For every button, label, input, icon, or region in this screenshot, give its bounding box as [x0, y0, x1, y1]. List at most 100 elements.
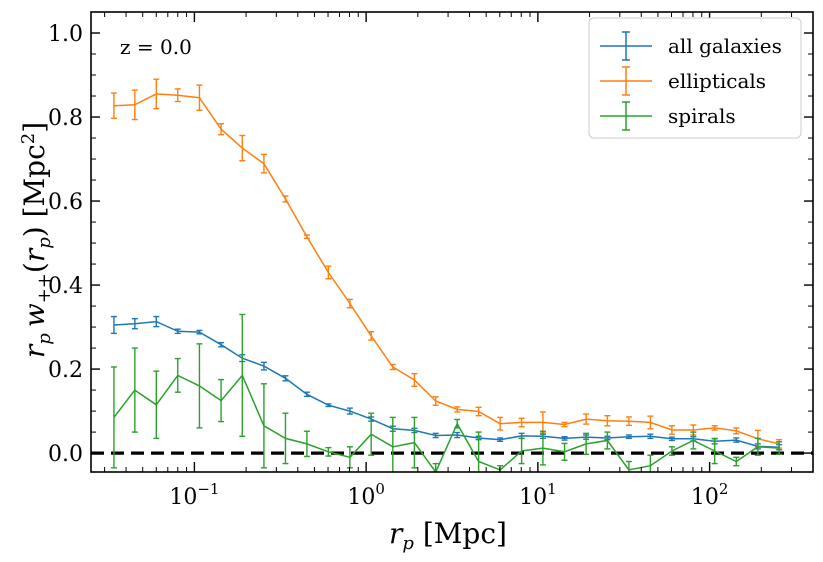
error-bar-all-galaxies — [196, 329, 203, 335]
y-tick-label: 0.0 — [48, 442, 83, 467]
error-bar-spirals — [303, 430, 310, 458]
error-bar-spirals — [131, 347, 138, 433]
error-bar-ellipticals — [625, 416, 632, 427]
error-bar-spirals — [218, 378, 225, 423]
legend-label-all-galaxies: all galaxies — [668, 34, 782, 58]
error-bar-spirals — [174, 357, 181, 393]
error-bar-spirals — [432, 462, 439, 472]
error-bar-spirals — [754, 437, 761, 456]
error-bar-ellipticals — [711, 425, 718, 431]
error-bar-spirals — [518, 437, 525, 465]
error-bar-all-galaxies — [346, 407, 353, 415]
x-tick-label: 10−1 — [169, 480, 219, 510]
y-tick-label: 1.0 — [48, 22, 83, 47]
error-bar-spirals — [539, 430, 546, 466]
legend-entry-ellipticals: ellipticals — [600, 66, 766, 96]
error-bar-ellipticals — [518, 417, 525, 428]
error-bar-all-galaxies — [668, 436, 675, 442]
series-spirals — [110, 313, 783, 472]
error-bar-ellipticals — [668, 425, 675, 435]
error-bar-spirals — [153, 370, 160, 440]
error-bar-all-galaxies — [432, 432, 439, 439]
x-tick-label: 100 — [347, 480, 385, 510]
error-bar-spirals — [625, 460, 632, 472]
error-bar-ellipticals — [153, 78, 160, 110]
error-bar-ellipticals — [454, 406, 461, 413]
error-bar-spirals — [196, 343, 203, 429]
error-bar-ellipticals — [475, 406, 482, 417]
x-tick-label: 102 — [691, 480, 729, 510]
y-tick-label: 0.4 — [48, 274, 83, 299]
redshift-annotation: z = 0.0 — [120, 35, 192, 59]
error-bar-spirals — [239, 313, 246, 437]
plot-frame — [90, 11, 814, 473]
error-bar-ellipticals — [325, 265, 332, 280]
error-bar-all-galaxies — [497, 437, 504, 443]
error-bar-spirals — [110, 366, 117, 469]
error-bar-spirals — [604, 431, 611, 450]
error-bar-all-galaxies — [174, 328, 181, 335]
error-bar-spirals — [368, 412, 375, 456]
error-bar-all-galaxies — [131, 317, 138, 330]
x-tick-label: 101 — [519, 480, 557, 510]
series-ellipticals — [110, 78, 783, 449]
error-bar-spirals — [411, 416, 418, 469]
y-tick-label: 0.6 — [48, 190, 83, 215]
legend: all galaxies ellipticals spirals — [588, 17, 802, 139]
error-bar-spirals — [475, 431, 482, 472]
error-bar-spirals — [454, 418, 461, 429]
error-bar-all-galaxies — [218, 341, 225, 348]
error-bar-spirals — [711, 437, 718, 465]
error-bar-ellipticals — [303, 234, 310, 240]
error-bar-ellipticals — [239, 134, 246, 162]
error-bar-ellipticals — [604, 415, 611, 427]
error-bar-all-galaxies — [454, 431, 461, 439]
error-bar-ellipticals — [583, 413, 590, 425]
error-bar-all-galaxies — [303, 391, 310, 398]
series-line-spirals — [113, 373, 780, 472]
error-bar-ellipticals — [110, 92, 117, 119]
error-bar-all-galaxies — [625, 434, 632, 440]
x-axis-label: rp [Mpc] — [389, 517, 507, 554]
error-bar-all-galaxies — [110, 315, 117, 335]
error-bar-ellipticals — [432, 396, 439, 406]
error-bar-ellipticals — [260, 153, 267, 174]
error-bar-spirals — [389, 416, 396, 472]
error-bar-spirals — [776, 441, 783, 456]
error-bar-ellipticals — [282, 195, 289, 203]
error-bar-spirals — [282, 412, 289, 465]
error-bar-ellipticals — [368, 330, 375, 341]
legend-label-spirals: spirals — [668, 104, 736, 128]
error-bar-ellipticals — [561, 421, 568, 428]
legend-box — [588, 17, 802, 139]
error-bar-all-galaxies — [733, 437, 740, 443]
legend-entry-spirals: spirals — [600, 101, 736, 131]
error-bar-spirals — [647, 454, 654, 472]
error-bar-all-galaxies — [647, 433, 654, 440]
error-bar-ellipticals — [174, 88, 181, 103]
error-bar-ellipticals — [218, 123, 225, 136]
error-bar-ellipticals — [346, 298, 353, 309]
series-line-ellipticals — [113, 93, 780, 445]
error-bar-ellipticals — [497, 416, 504, 431]
error-bar-ellipticals — [647, 415, 654, 430]
error-bar-all-galaxies — [561, 436, 568, 441]
error-bar-ellipticals — [411, 372, 418, 388]
y-tick-label: 0.2 — [48, 358, 83, 383]
error-bar-all-galaxies — [260, 361, 267, 371]
legend-label-ellipticals: ellipticals — [668, 69, 766, 93]
y-axis-label: rpw++(rp) [Mpc2] — [18, 122, 55, 358]
error-bar-spirals — [260, 383, 267, 469]
error-bar-all-galaxies — [153, 315, 160, 328]
error-bar-spirals — [561, 442, 568, 461]
series-line-all-galaxies — [113, 320, 780, 448]
error-bar-spirals — [690, 431, 697, 450]
error-bar-all-galaxies — [282, 375, 289, 382]
error-bar-ellipticals — [196, 84, 203, 112]
error-bar-all-galaxies — [325, 403, 332, 408]
error-bar-spirals — [583, 432, 590, 456]
error-bar-spirals — [668, 446, 675, 456]
error-bar-spirals — [733, 456, 740, 467]
error-bar-ellipticals — [389, 363, 396, 371]
